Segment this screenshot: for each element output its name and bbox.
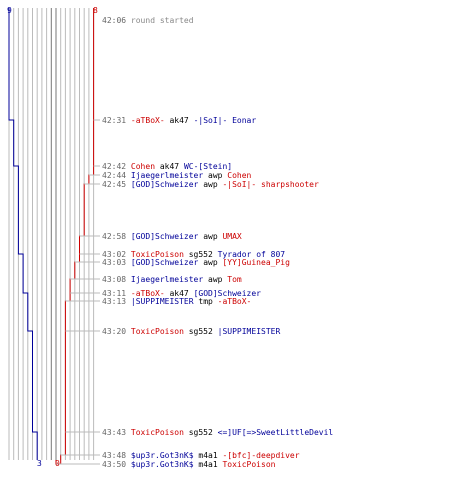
- victim-name: -|SoI|- Eonar: [193, 116, 257, 125]
- weapon-name: ak47: [159, 162, 180, 171]
- blue-start-score: 9: [7, 6, 12, 15]
- kill-event-row: 43:08 Ijaegerlmeister awp Tom: [102, 275, 242, 284]
- event-time: 43:11: [102, 289, 127, 298]
- kill-event-row: 43:20 ToxicPoison sg552 |SUPPIMEISTER: [102, 327, 280, 336]
- event-time: 42:31: [102, 116, 127, 125]
- killer-name: Ijaegerlmeister: [130, 171, 204, 180]
- kill-event-row: 42:44 Ijaegerlmeister awp Cohen: [102, 171, 251, 180]
- weapon-name: sg552: [188, 428, 213, 437]
- event-time: 42:06: [102, 16, 127, 25]
- killer-name: $up3r.Got3nK$: [130, 460, 194, 469]
- victim-name: -aTBoX-: [217, 297, 252, 306]
- killer-name: $up3r.Got3nK$: [130, 451, 194, 460]
- event-message: round started: [130, 16, 194, 25]
- weapon-name: awp: [203, 232, 218, 241]
- kill-event-row: 43:50 $up3r.Got3nK$ m4a1 ToxicPoison: [102, 460, 275, 469]
- weapon-name: awp: [203, 258, 218, 267]
- weapon-name: m4a1: [198, 460, 218, 469]
- killer-name: [GOD]Schweizer: [130, 180, 199, 189]
- weapon-name: awp: [208, 171, 223, 180]
- victim-name: WC-[Stein]: [183, 162, 233, 171]
- killer-name: [GOD]Schweizer: [130, 232, 199, 241]
- event-time: 43:03: [102, 258, 127, 267]
- victim-name: |SUPPIMEISTER: [217, 327, 281, 336]
- weapon-name: awp: [203, 180, 218, 189]
- victim-name: ToxicPoison: [222, 460, 276, 469]
- killer-name: Ijaegerlmeister: [130, 275, 204, 284]
- event-time: 43:50: [102, 460, 127, 469]
- event-time: 42:58: [102, 232, 127, 241]
- victim-name: UMAX: [222, 232, 242, 241]
- victim-name: Cohen: [227, 171, 252, 180]
- kill-event-row: 42:42 Cohen ak47 WC-[Stein]: [102, 162, 232, 171]
- victim-name: <=]UF[=>SweetLittleDevil: [217, 428, 334, 437]
- kill-event-row: 43:03 [GOD]Schweizer awp [YY]Guinea_Pig: [102, 258, 290, 267]
- kill-event-row: 43:43 ToxicPoison sg552 <=]UF[=>SweetLit…: [102, 428, 333, 437]
- event-time: 43:48: [102, 451, 127, 460]
- victim-name: Tom: [227, 275, 242, 284]
- blue-end-score: 3: [37, 459, 42, 468]
- event-time: 43:02: [102, 250, 127, 259]
- victim-name: [GOD]Schweizer: [193, 289, 261, 298]
- killer-name: [GOD]Schweizer: [130, 258, 199, 267]
- killer-name: Cohen: [130, 162, 156, 171]
- victim-name: Tyrador of 807: [217, 250, 286, 259]
- killer-name: ToxicPoison: [130, 428, 184, 437]
- weapon-name: m4a1: [198, 451, 218, 460]
- red-end-score: 0: [55, 459, 60, 468]
- victim-name: -|SoI|- sharpshooter: [222, 180, 319, 189]
- killer-name: -aTBoX-: [130, 116, 165, 125]
- kill-event-row: 42:45 [GOD]Schweizer awp -|SoI|- sharpsh…: [102, 180, 319, 189]
- kill-event-row: 42:58 [GOD]Schweizer awp UMAX: [102, 232, 242, 241]
- kill-event-row: 43:11 -aTBoX- ak47 [GOD]Schweizer: [102, 289, 261, 298]
- weapon-name: sg552: [188, 327, 213, 336]
- alive-count-grid: [8, 8, 95, 460]
- killer-name: |SUPPIMEISTER: [130, 297, 194, 306]
- weapon-name: ak47: [169, 289, 189, 298]
- red-start-score: 8: [93, 6, 98, 15]
- event-time: 42:44: [102, 171, 127, 180]
- red-team-alive-line: [55, 8, 95, 465]
- event-time: 42:45: [102, 180, 127, 189]
- victim-name: -[bfc]-deepdiver: [222, 451, 300, 460]
- event-time: 43:13: [102, 297, 127, 306]
- event-connectors: [56, 119, 100, 465]
- kill-event-row: 42:31 -aTBoX- ak47 -|SoI|- Eonar: [102, 116, 256, 125]
- event-time: 43:43: [102, 428, 127, 437]
- victim-name: [YY]Guinea_Pig: [222, 258, 290, 267]
- killer-name: ToxicPoison: [130, 327, 184, 336]
- weapon-name: awp: [208, 275, 223, 284]
- killer-name: ToxicPoison: [130, 250, 184, 259]
- blue-team-alive-line: [8, 8, 38, 460]
- event-time: 42:42: [102, 162, 127, 171]
- round-message-row: 42:06 round started: [102, 16, 194, 25]
- kill-event-row: 43:48 $up3r.Got3nK$ m4a1 -[bfc]-deepdive…: [102, 451, 300, 460]
- kill-event-row: 43:02 ToxicPoison sg552 Tyrador of 807: [102, 250, 285, 259]
- weapon-name: ak47: [169, 116, 189, 125]
- weapon-name: sg552: [188, 250, 213, 259]
- event-time: 43:08: [102, 275, 127, 284]
- killer-name: -aTBoX-: [130, 289, 165, 298]
- kill-event-row: 43:13 |SUPPIMEISTER tmp -aTBoX-: [102, 297, 251, 306]
- weapon-name: tmp: [198, 297, 213, 306]
- event-time: 43:20: [102, 327, 127, 336]
